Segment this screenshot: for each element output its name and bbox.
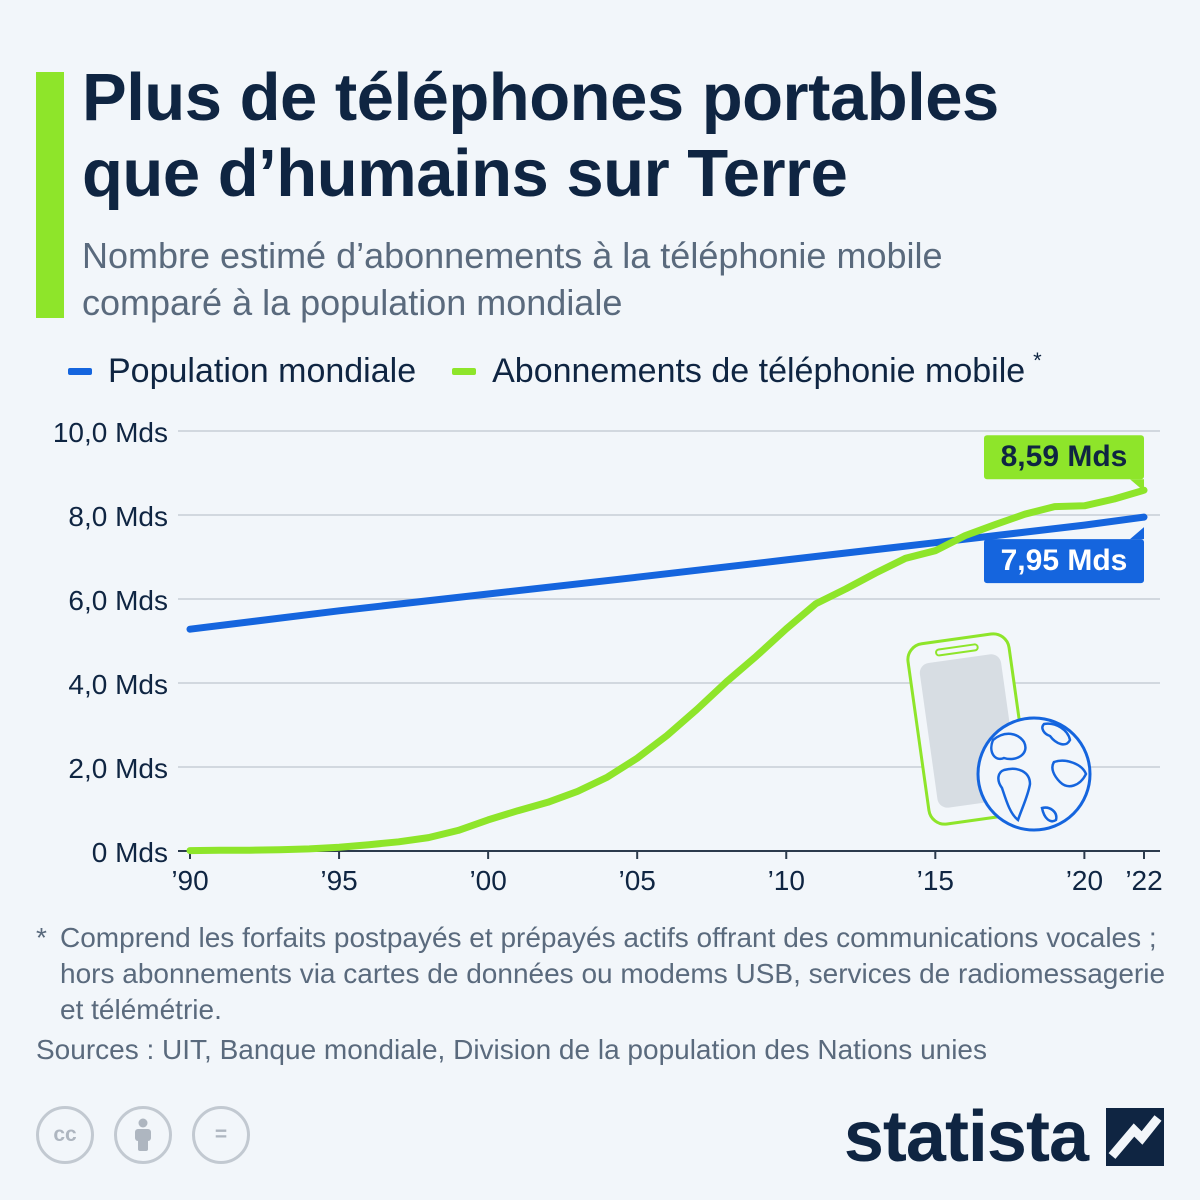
x-tick-label: ’00 bbox=[469, 865, 506, 896]
license-icons: cc = bbox=[36, 1106, 270, 1164]
accent-bar bbox=[36, 72, 64, 318]
by-attribution-icon[interactable] bbox=[114, 1106, 172, 1164]
phone-globe-illustration bbox=[906, 632, 1092, 832]
x-tick-label: ’15 bbox=[917, 865, 954, 896]
footnote-asterisk: * bbox=[36, 922, 47, 953]
end-labels: 8,59 Mds 7,95 Mds bbox=[984, 435, 1144, 584]
legend-item-population: Population mondiale bbox=[68, 352, 416, 391]
series-lines bbox=[186, 486, 1148, 855]
page-title: Plus de téléphones portables que d’humai… bbox=[82, 60, 1162, 212]
x-tick-label: ’10 bbox=[768, 865, 805, 896]
y-tick-label: 8,0 Mds bbox=[68, 501, 168, 532]
y-tick-label: 10,0 Mds bbox=[53, 417, 168, 448]
mobile-end-label-text: 8,59 Mds bbox=[1001, 440, 1128, 473]
footnote-text: Comprend les forfaits postpayés et prépa… bbox=[60, 922, 1166, 1025]
population-end-label: 7,95 Mds bbox=[984, 527, 1144, 584]
y-tick-label: 4,0 Mds bbox=[68, 669, 168, 700]
globe-icon bbox=[976, 716, 1092, 832]
title-line-1: Plus de téléphones portables bbox=[82, 60, 999, 135]
mobile-end-label: 8,59 Mds bbox=[984, 435, 1144, 492]
page-subtitle: Nombre estimé d’abonnements à la télépho… bbox=[82, 232, 1172, 326]
population-line bbox=[186, 513, 1148, 633]
statista-brand[interactable]: statista bbox=[844, 1096, 1164, 1178]
nd-equals-icon[interactable]: = bbox=[192, 1106, 250, 1164]
legend-label-mobile: Abonnements de téléphonie mobile bbox=[492, 351, 1026, 390]
population-end-label-text: 7,95 Mds bbox=[1001, 544, 1128, 577]
brand-name: statista bbox=[843, 1097, 1089, 1177]
mobile-end-label-box bbox=[984, 435, 1144, 480]
y-tick-label: 2,0 Mds bbox=[68, 753, 168, 784]
x-tick-label: ’05 bbox=[619, 865, 656, 896]
line-chart: 0 Mds 2,0 Mds 4,0 Mds 6,0 Mds 8,0 Mds 10,0 Md… bbox=[53, 417, 1163, 896]
legend-asterisk: * bbox=[1033, 348, 1042, 373]
x-tick-label: ’95 bbox=[320, 865, 357, 896]
cc-icon-text: cc bbox=[53, 1123, 77, 1146]
footnote: * Comprend les forfaits postpayés et pré… bbox=[36, 920, 1176, 1028]
x-tick-label: ’90 bbox=[171, 865, 208, 896]
y-axis-labels: 0 Mds 2,0 Mds 4,0 Mds 6,0 Mds 8,0 Mds 10,0 Md… bbox=[53, 417, 168, 868]
nd-icon-text: = bbox=[214, 1123, 228, 1146]
population-end-label-box bbox=[984, 539, 1144, 584]
person-icon bbox=[135, 1118, 151, 1151]
subtitle-line-2: comparé à la population mondiale bbox=[82, 282, 623, 323]
population-end-label-pointer bbox=[1130, 527, 1144, 540]
y-tick-label: 6,0 Mds bbox=[68, 585, 168, 616]
legend-item-mobile: Abonnements de téléphonie mobile * bbox=[452, 348, 1042, 391]
grid-lines bbox=[178, 430, 1160, 852]
x-tick-label: ’22 bbox=[1125, 865, 1162, 896]
sources: Sources : UIT, Banque mondiale, Division… bbox=[36, 1034, 988, 1065]
mobile-end-label-pointer bbox=[1130, 479, 1144, 492]
chart-legend: Population mondiale Abonnements de télép… bbox=[68, 348, 1078, 394]
x-tick-label: ’20 bbox=[1066, 865, 1103, 896]
mobile-subscriptions-line bbox=[186, 486, 1148, 855]
subtitle-line-1: Nombre estimé d’abonnements à la télépho… bbox=[82, 235, 943, 276]
statista-logo-icon bbox=[1106, 1108, 1164, 1166]
x-axis-labels: ’90 ’95 ’00 ’05 ’10 ’15 ’20 ’22 bbox=[171, 851, 1163, 896]
title-line-2: que d’humains sur Terre bbox=[82, 136, 848, 211]
y-tick-label: 0 Mds bbox=[92, 837, 168, 868]
cc-icon[interactable]: cc bbox=[36, 1106, 94, 1164]
legend-label-population: Population mondiale bbox=[108, 351, 417, 390]
legend-swatch-population bbox=[68, 367, 92, 375]
legend-swatch-mobile bbox=[452, 367, 477, 375]
